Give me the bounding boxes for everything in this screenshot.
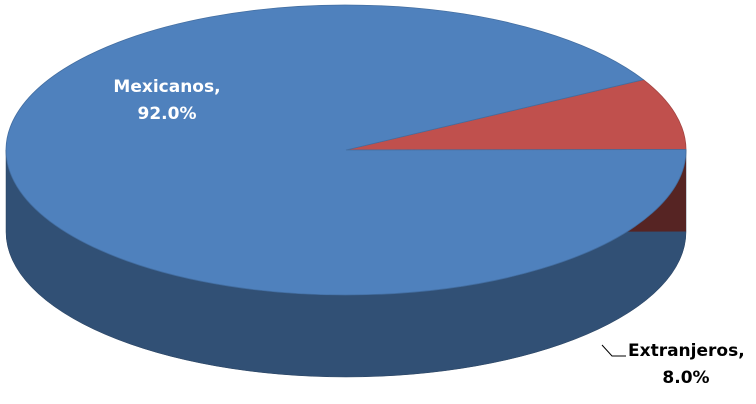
label-extranjeros: Extranjeros, bbox=[628, 341, 745, 361]
label-extranjeros-value: 8.0% bbox=[662, 368, 709, 388]
slice-extranjeros bbox=[345, 79, 687, 151]
label-mexicanos-name: Mexicanos bbox=[113, 77, 214, 97]
pie-top-faces bbox=[5, 4, 687, 296]
slice-mexicanos bbox=[5, 4, 687, 296]
label-mexicanos: Mexicanos, bbox=[113, 77, 220, 97]
label-extranjeros-name: Extranjeros bbox=[628, 341, 738, 361]
label-mexicanos-value: 92.0% bbox=[138, 104, 197, 124]
extranjeros-leader-line bbox=[601, 344, 626, 357]
